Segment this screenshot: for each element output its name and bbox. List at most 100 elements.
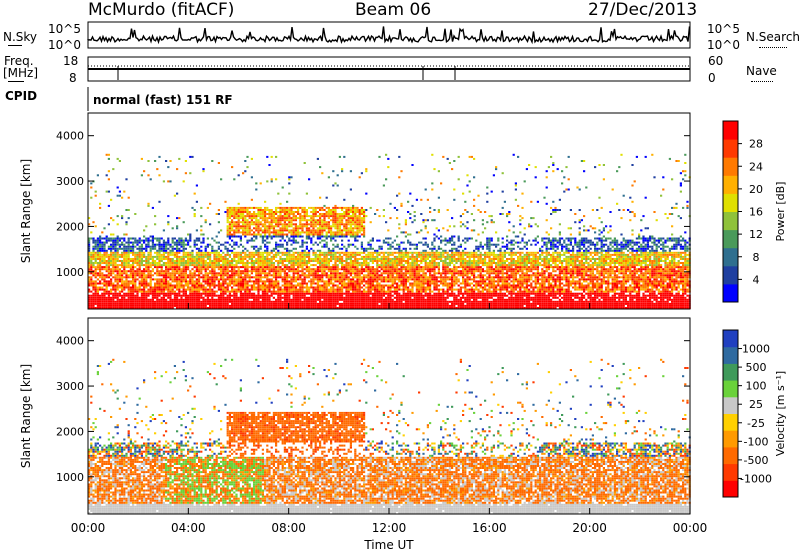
range-cell	[365, 304, 368, 307]
range-cell	[294, 278, 297, 281]
range-cell	[264, 286, 267, 289]
range-cell	[176, 251, 179, 254]
range-cell	[290, 225, 293, 228]
range-cell	[154, 237, 157, 240]
range-cell	[279, 223, 282, 226]
range-cell	[226, 233, 229, 236]
range-cell	[228, 211, 231, 213]
range-cell	[297, 258, 300, 260]
range-cell	[363, 219, 366, 222]
range-cell	[99, 255, 102, 258]
range-cell	[125, 307, 128, 309]
range-cell	[189, 270, 192, 273]
range-cell	[367, 294, 370, 297]
range-cell	[321, 227, 324, 230]
range-cell	[178, 157, 181, 160]
range-cell	[305, 296, 308, 299]
range-cell	[389, 307, 392, 309]
range-cell	[195, 200, 198, 203]
range-cell	[341, 262, 344, 264]
range-cell	[182, 262, 185, 264]
range-cell	[371, 274, 374, 277]
range-cell	[343, 298, 346, 301]
range-cell	[323, 294, 326, 297]
range-cell	[343, 278, 346, 281]
range-cell	[277, 264, 280, 267]
range-cell	[294, 229, 297, 232]
range-cell	[376, 253, 379, 256]
range-cell	[99, 282, 102, 285]
range-cell	[341, 223, 344, 226]
range-cell	[286, 290, 289, 293]
range-cell	[327, 284, 330, 287]
range-cell	[250, 286, 253, 289]
range-cell	[299, 292, 302, 295]
range-cell	[129, 258, 132, 260]
range-cell	[358, 227, 361, 230]
range-cell	[365, 282, 368, 285]
range-cell	[288, 215, 291, 218]
range-cell	[290, 262, 293, 264]
range-cell	[213, 258, 216, 260]
range-cell	[248, 229, 251, 232]
range-cell	[257, 258, 260, 260]
range-cell	[301, 300, 304, 303]
range-cell	[220, 249, 223, 252]
range-cell	[325, 196, 328, 199]
range-cell	[244, 229, 247, 232]
range-cell	[268, 278, 271, 281]
range-cell	[323, 262, 326, 264]
range-cell	[341, 276, 344, 279]
range-cell	[125, 270, 128, 273]
range-cell	[127, 196, 130, 199]
range-cell	[301, 217, 304, 220]
range-cell	[341, 278, 344, 281]
range-cell	[369, 278, 372, 281]
range-cell	[338, 282, 341, 285]
range-cell	[244, 278, 247, 281]
range-cell	[99, 272, 102, 275]
range-cell	[231, 225, 234, 228]
range-cell	[356, 280, 359, 283]
range-cell	[250, 284, 253, 287]
range-cell	[235, 290, 238, 293]
range-cell	[132, 243, 135, 246]
range-cell	[94, 276, 97, 279]
range-cell	[213, 266, 216, 269]
range-cell	[345, 213, 348, 215]
range-cell	[356, 300, 359, 303]
range-cell	[248, 304, 251, 307]
range-cell	[195, 274, 198, 277]
range-cell	[253, 260, 256, 262]
range-cell	[374, 268, 377, 271]
range-cell	[112, 241, 115, 244]
range-cell	[90, 182, 93, 185]
range-cell	[239, 206, 242, 209]
range-cell	[358, 176, 361, 179]
range-cell	[162, 284, 165, 287]
range-cell	[332, 290, 335, 293]
range-cell	[283, 253, 286, 256]
range-cell	[270, 231, 273, 234]
range-cell	[250, 276, 253, 279]
range-cell	[294, 292, 297, 295]
range-cell	[319, 292, 322, 295]
range-cell	[125, 258, 128, 260]
range-cell	[268, 280, 271, 283]
range-cell	[341, 258, 344, 260]
range-cell	[226, 209, 229, 211]
range-cell	[147, 272, 150, 275]
range-cell	[396, 300, 399, 303]
range-cell	[147, 268, 150, 271]
range-cell	[169, 292, 172, 295]
range-cell	[385, 292, 388, 295]
range-cell	[268, 229, 271, 232]
range-cell	[235, 209, 238, 211]
range-cell	[211, 264, 214, 267]
range-cell	[281, 253, 284, 256]
range-cell	[261, 302, 264, 305]
range-cell	[279, 298, 282, 301]
range-cell	[237, 174, 240, 177]
range-cell	[354, 286, 357, 289]
range-cell	[270, 237, 273, 240]
